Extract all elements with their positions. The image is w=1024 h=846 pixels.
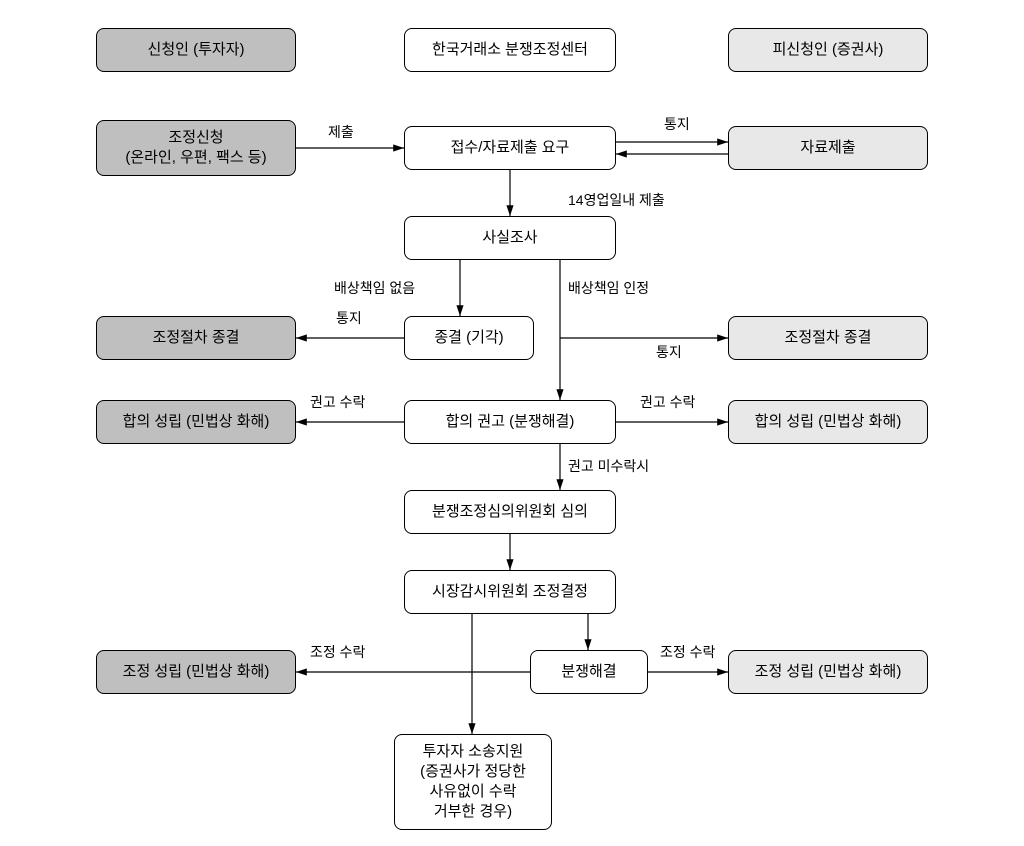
node-agree-left: 합의 성립 (민법상 화해) [96,400,296,444]
node-committee: 분쟁조정심의위원회 심의 [404,490,616,534]
label-notify1: 통지 [664,114,690,134]
label-accept3: 조정 수락 [310,642,365,662]
node-applicant: 신청인 (투자자) [96,28,296,72]
node-recommend: 합의 권고 (분쟁해결) [404,400,616,444]
node-litigation: 투자자 소송지원 (증권사가 정당한 사유없이 수락 거부한 경우) [394,734,552,830]
node-respondent: 피신청인 (증권사) [728,28,928,72]
label-reject: 권고 미수락시 [568,456,649,476]
label-notify3: 통지 [656,342,682,362]
node-apply: 조정신청 (온라인, 우편, 팩스 등) [96,120,296,176]
node-decision: 시장감시위원회 조정결정 [404,570,616,614]
node-center: 한국거래소 분쟁조정센터 [404,28,616,72]
label-notify2: 통지 [336,308,362,328]
label-liability: 배상책임 인정 [568,278,649,298]
label-deadline: 14영업일내 제출 [568,190,665,210]
label-accept2: 권고 수락 [640,392,695,412]
node-med-right: 조정 성립 (민법상 화해) [728,650,928,694]
label-accept4: 조정 수락 [660,642,715,662]
node-close-left: 조정절차 종결 [96,316,296,360]
node-agree-right: 합의 성립 (민법상 화해) [728,400,928,444]
node-close-right: 조정절차 종결 [728,316,928,360]
label-submit: 제출 [328,122,354,142]
node-receive: 접수/자료제출 요구 [404,126,616,170]
node-submitdata: 자료제출 [728,126,928,170]
label-noliability: 배상책임 없음 [334,278,415,298]
node-med-left: 조정 성립 (민법상 화해) [96,650,296,694]
node-resolve: 분쟁해결 [530,650,648,694]
node-investigate: 사실조사 [404,216,616,260]
node-close: 종결 (기각) [404,316,534,360]
label-accept1: 권고 수락 [310,392,365,412]
